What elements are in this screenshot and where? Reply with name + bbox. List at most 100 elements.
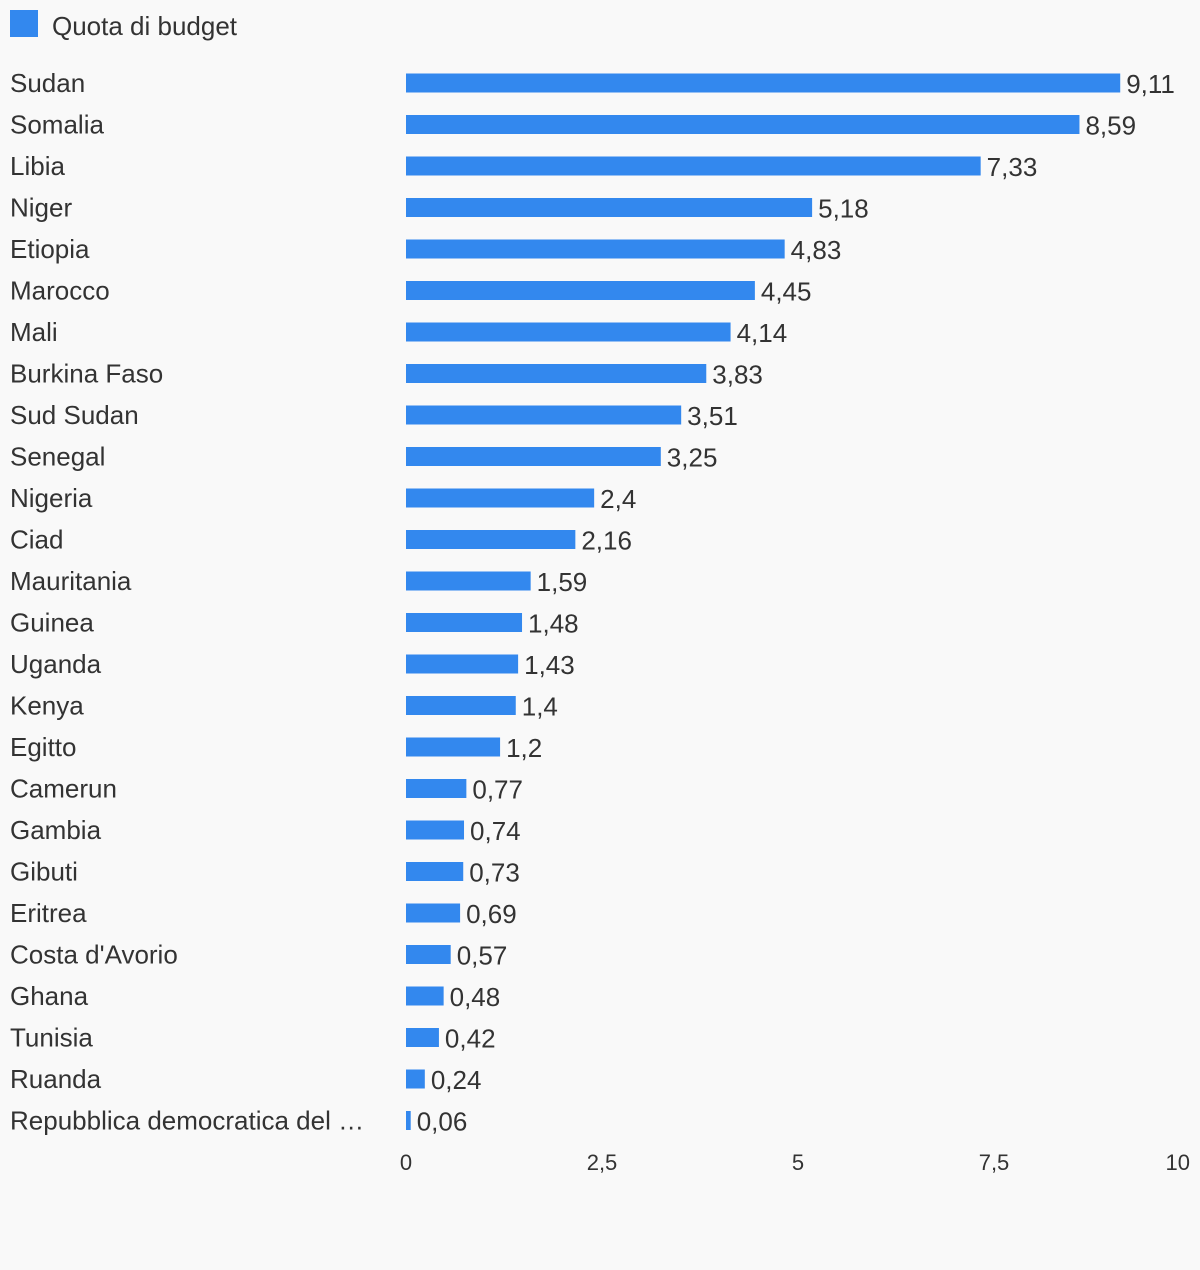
- chart-row: Eritrea 0,69: [10, 898, 517, 929]
- category-label: Sud Sudan: [10, 400, 139, 430]
- value-label: 0,48: [450, 982, 501, 1012]
- chart-row: Etiopia 4,83: [10, 234, 841, 265]
- chart-row: Tunisia 0,42: [10, 1023, 496, 1054]
- value-label: 1,48: [528, 609, 579, 639]
- bar: [406, 239, 785, 259]
- bar: [406, 613, 523, 632]
- chart-row: Somalia 8,59: [10, 110, 1136, 141]
- value-label: 1,43: [524, 650, 575, 680]
- bar: [406, 364, 707, 383]
- value-label: 8,59: [1085, 111, 1136, 141]
- value-label: 0,42: [445, 1024, 496, 1054]
- chart-row: Kenya 1,4: [10, 691, 558, 722]
- bar: [406, 862, 464, 881]
- category-label: Costa d'Avorio: [10, 940, 178, 970]
- x-tick-label: 10: [1166, 1150, 1190, 1175]
- chart-row: Guinea 1,48: [10, 608, 579, 639]
- value-label: 0,73: [469, 858, 520, 888]
- category-label: Sudan: [10, 68, 85, 98]
- chart-row: Ciad 2,16: [10, 525, 632, 556]
- value-label: 1,59: [537, 567, 588, 597]
- category-label: Ruanda: [10, 1064, 102, 1094]
- bar: [406, 73, 1121, 93]
- chart-row: Egitto 1,2: [10, 732, 542, 763]
- bar: [406, 198, 813, 217]
- chart-row: Senegal 3,25: [10, 442, 717, 473]
- category-label: Gambia: [10, 815, 102, 845]
- chart-row: Uganda 1,43: [10, 649, 575, 680]
- category-label: Ghana: [10, 981, 89, 1011]
- bar: [406, 530, 576, 549]
- value-label: 0,69: [466, 899, 517, 929]
- bar: [406, 322, 731, 342]
- category-label: Tunisia: [10, 1023, 93, 1053]
- value-label: 4,14: [737, 318, 788, 348]
- value-label: 1,4: [522, 692, 558, 722]
- category-label: Etiopia: [10, 234, 90, 264]
- x-axis: 0 2,5 5 7,5 10: [400, 1150, 1190, 1175]
- chart-row: Camerun 0,77: [10, 774, 523, 805]
- category-label: Eritrea: [10, 898, 87, 928]
- bar: [406, 779, 467, 798]
- value-label: 0,06: [417, 1107, 468, 1137]
- chart-row: Gambia 0,74: [10, 815, 521, 846]
- value-label: 1,2: [506, 733, 542, 763]
- category-label: Mauritania: [10, 566, 132, 596]
- value-label: 5,18: [818, 194, 869, 224]
- chart-row: Marocco 4,45: [10, 276, 811, 307]
- bar: [406, 488, 595, 508]
- chart-row: Niger 5,18: [10, 193, 869, 224]
- category-label: Mali: [10, 317, 58, 347]
- value-label: 2,16: [581, 526, 632, 556]
- chart-row: Repubblica democratica del … 0,06: [10, 1106, 467, 1137]
- value-label: 9,11: [1126, 69, 1175, 99]
- value-label: 7,33: [987, 152, 1038, 182]
- category-label: Nigeria: [10, 483, 93, 513]
- category-label: Somalia: [10, 110, 104, 140]
- bar: [406, 571, 531, 591]
- category-label: Burkina Faso: [10, 359, 163, 389]
- value-label: 0,74: [470, 816, 521, 846]
- chart-rows: Sudan 9,11 Somalia 8,59 Libia 7,33 Niger 5,18 Et…: [10, 68, 1175, 1137]
- value-label: 0,77: [472, 775, 523, 805]
- chart-row: Ruanda 0,24: [10, 1064, 481, 1095]
- x-tick-label: 2,5: [587, 1150, 618, 1175]
- bar: [406, 903, 461, 923]
- bar: [406, 1028, 439, 1047]
- chart-row: Sud Sudan 3,51: [10, 400, 738, 431]
- bar: [406, 405, 682, 425]
- value-label: 3,51: [687, 401, 738, 431]
- bar: [406, 1111, 411, 1130]
- chart-row: Mauritania 1,59: [10, 566, 587, 597]
- x-tick-label: 7,5: [979, 1150, 1010, 1175]
- legend: Quota di budget: [10, 10, 238, 41]
- chart-row: Sudan 9,11: [10, 68, 1175, 99]
- bar: [406, 986, 444, 1006]
- value-label: 3,25: [667, 443, 718, 473]
- bar: [406, 447, 661, 466]
- category-label: Kenya: [10, 691, 84, 721]
- x-tick-label: 5: [792, 1150, 804, 1175]
- chart-row: Ghana 0,48: [10, 981, 500, 1012]
- x-tick-label: 0: [400, 1150, 412, 1175]
- value-label: 0,24: [431, 1065, 482, 1095]
- value-label: 4,83: [791, 235, 842, 265]
- category-label: Uganda: [10, 649, 102, 679]
- category-label: Niger: [10, 193, 72, 223]
- category-label: Camerun: [10, 774, 117, 804]
- value-label: 2,4: [600, 484, 636, 514]
- bar: [406, 696, 516, 715]
- value-label: 3,83: [712, 360, 763, 390]
- chart-row: Nigeria 2,4: [10, 483, 636, 514]
- bar: [406, 737, 501, 757]
- chart-row: Libia 7,33: [10, 151, 1037, 182]
- bar: [406, 281, 755, 300]
- chart-row: Burkina Faso 3,83: [10, 359, 763, 390]
- chart-row: Mali 4,14: [10, 317, 787, 348]
- bar: [406, 156, 981, 176]
- chart-row: Gibuti 0,73: [10, 857, 520, 888]
- category-label: Ciad: [10, 525, 63, 555]
- bar: [406, 654, 519, 674]
- bar: [406, 115, 1080, 134]
